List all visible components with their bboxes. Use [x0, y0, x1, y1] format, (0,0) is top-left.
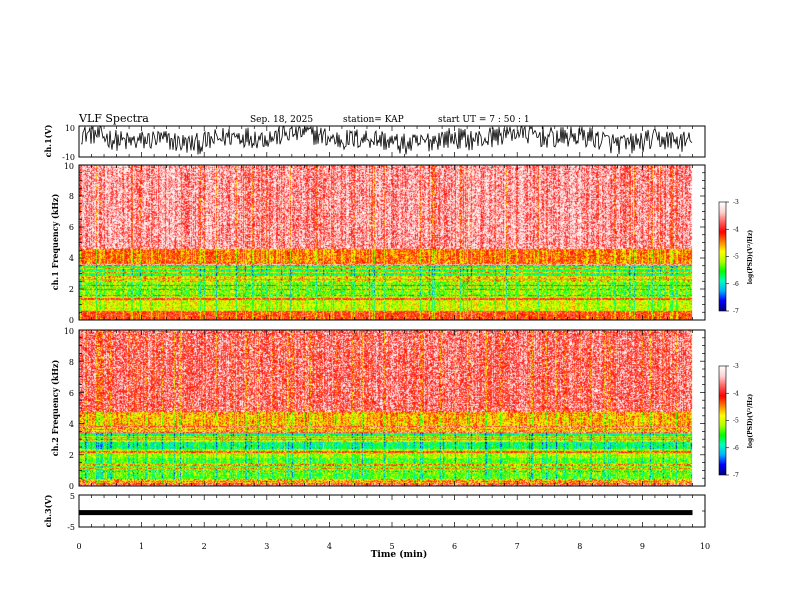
ch1-ytick-10: 10: [64, 162, 74, 171]
colorbar-ch2-ticks: -3 -4 -5 -6 -7: [726, 363, 739, 479]
colorbar-tick-label: -3: [733, 199, 739, 206]
ch2-ytick-8: 8: [69, 358, 74, 367]
ch2-ytick-10: 10: [64, 327, 74, 336]
time-tick-label: 3: [264, 542, 269, 551]
ch2-ytick-6: 6: [69, 389, 74, 398]
ch2-spectrogram-ylabel: ch.2 Frequency (kHz): [50, 360, 60, 457]
time-tick-label: 9: [640, 542, 645, 551]
ch1-panel: 10 -10 ch.1(V): [43, 124, 706, 162]
ch2-ytick-4: 4: [69, 420, 74, 429]
figure-title: VLF Spectra: [78, 112, 149, 125]
ch1-ytick-4: 4: [69, 254, 74, 263]
time-axis-title: Time (min): [371, 549, 428, 560]
time-tick-label: 5: [389, 542, 394, 551]
ch1-waveform-line: [81, 126, 693, 155]
ch1-ytick-top: 10: [65, 124, 75, 133]
colorbar-tick-label: -7: [733, 308, 739, 315]
time-tick-label: 1: [139, 542, 144, 551]
time-tick-label: 0: [76, 542, 81, 551]
colorbar-ch1-gradient: [719, 202, 726, 311]
ch2-ytick-0: 0: [69, 482, 74, 491]
time-tick-label: 4: [327, 542, 332, 551]
ch1-ticks: [78, 126, 706, 157]
ch1-ytick-2: 2: [69, 285, 74, 294]
colorbar-ch1-label: log(PSD)(V²/Hz): [747, 230, 754, 285]
ch1-spectrogram-canvas: [79, 165, 705, 320]
colorbar-tick-label: -4: [733, 390, 739, 397]
ch3-panel: 5 -5 ch.3(V) 0 1 2 3 4 5 6 7 8 9 10 Time (min): [43, 492, 710, 560]
colorbar-ch2: -3 -4 -5 -6 -7 log(PSD)(V²/Hz): [718, 363, 754, 479]
ch1-spectrogram-ticks: [78, 164, 706, 321]
time-tick-label: 10: [700, 542, 710, 551]
ch3-ytick-bottom: -5: [67, 523, 75, 532]
start-time-label: start UT = 7 : 50 : 1: [438, 115, 530, 125]
time-tick-label: 6: [452, 542, 457, 551]
time-axis-labels: 0 1 2 3 4 5 6 7 8 9 10: [76, 542, 710, 551]
ch1-ytick-6: 6: [69, 223, 74, 232]
ch1-spectrogram-panel: 0 2 4 6 8 10 ch.1 Frequency (kHz): [50, 162, 706, 325]
ch2-ytick-2: 2: [69, 451, 74, 460]
ch1-ylabel: ch.1(V): [43, 124, 53, 157]
colorbar-tick-label: -6: [733, 281, 739, 288]
colorbar-ch1: -3 -4 -5 -6 -7 log(PSD)(V²/Hz): [718, 199, 754, 315]
colorbar-ch2-gradient: [719, 366, 726, 475]
ch2-spectrogram-panel: 0 2 4 6 8 10 ch.2 Frequency (kHz): [50, 327, 706, 491]
ch3-waveform-band: [79, 510, 693, 516]
colorbar-tick-label: -3: [733, 363, 739, 370]
time-tick-label: 8: [577, 542, 582, 551]
date-label: Sep. 18, 2025: [250, 115, 313, 125]
ch1-ytick-bottom: -10: [62, 153, 75, 162]
time-tick-label: 7: [515, 542, 520, 551]
ch3-ylabel: ch.3(V): [43, 494, 53, 527]
colorbar-tick-label: -5: [733, 254, 739, 261]
ch3-ticks: [78, 495, 706, 527]
colorbar-tick-label: -6: [733, 445, 739, 452]
ch1-spectrogram-ylabel: ch.1 Frequency (kHz): [50, 194, 60, 291]
time-tick-label: 2: [202, 542, 207, 551]
colorbar-ch2-label: log(PSD)(V²/Hz): [747, 394, 754, 449]
ch2-spectrogram-canvas: [79, 330, 705, 486]
station-label: station= KAP: [343, 115, 404, 125]
colorbar-tick-label: -7: [733, 472, 739, 479]
ch3-ytick-top: 5: [70, 492, 75, 501]
colorbar-tick-label: -5: [733, 418, 739, 425]
colorbar-ch1-ticks: -3 -4 -5 -6 -7: [726, 199, 739, 315]
ch1-ytick-0: 0: [69, 316, 74, 325]
ch1-ytick-8: 8: [69, 192, 74, 201]
ch2-spectrogram-ticks: [78, 329, 706, 487]
colorbar-tick-label: -4: [733, 226, 739, 233]
